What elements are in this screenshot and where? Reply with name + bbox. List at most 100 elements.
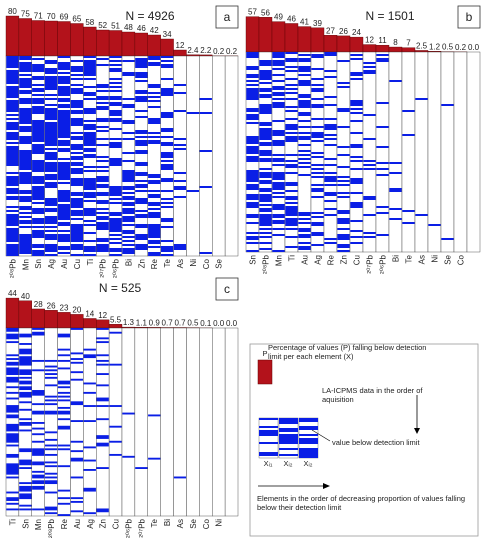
stripe bbox=[311, 88, 324, 92]
stripe bbox=[324, 200, 337, 202]
bar bbox=[44, 20, 58, 57]
legend-stripe bbox=[299, 434, 318, 436]
x-tick-label: As bbox=[176, 259, 185, 268]
stripe bbox=[70, 132, 84, 134]
legend-stripe bbox=[299, 418, 318, 420]
stripe bbox=[44, 208, 58, 212]
stripe bbox=[19, 226, 32, 228]
stripe bbox=[70, 401, 84, 406]
stripe bbox=[285, 246, 298, 248]
stripe bbox=[160, 202, 174, 204]
stripe-column bbox=[186, 327, 200, 517]
stripe bbox=[19, 422, 32, 426]
stripe bbox=[96, 84, 109, 88]
stripe bbox=[32, 84, 45, 86]
order-arrow-head bbox=[414, 428, 420, 434]
stripe bbox=[19, 74, 32, 76]
stripe bbox=[285, 78, 298, 80]
stripe bbox=[272, 196, 285, 198]
stripe bbox=[32, 88, 45, 92]
bar bbox=[349, 36, 364, 53]
stripe bbox=[83, 354, 96, 359]
stripe bbox=[160, 246, 174, 252]
stripe bbox=[285, 98, 298, 100]
legend-stripe bbox=[299, 456, 318, 458]
value-label: 0.5 bbox=[187, 319, 199, 328]
value-label: 26 bbox=[339, 27, 348, 36]
panel-letter: c bbox=[224, 282, 230, 296]
stripe bbox=[160, 128, 174, 132]
stripe bbox=[6, 397, 19, 400]
stripe bbox=[96, 96, 109, 100]
stripe bbox=[19, 220, 32, 224]
x-tick-label: Au bbox=[301, 255, 310, 265]
stripe bbox=[298, 74, 311, 76]
stripe bbox=[350, 72, 363, 76]
stripe bbox=[83, 154, 96, 158]
stripe bbox=[83, 232, 96, 234]
stripe bbox=[96, 508, 109, 513]
stripe bbox=[70, 440, 84, 443]
stripe bbox=[298, 218, 311, 220]
stripe bbox=[135, 96, 148, 102]
stripe-column bbox=[466, 51, 481, 253]
stripe bbox=[83, 192, 96, 198]
stripe bbox=[83, 78, 96, 80]
stripe bbox=[6, 118, 19, 120]
stripe bbox=[44, 216, 58, 224]
legend-stripe bbox=[259, 452, 278, 454]
stripe bbox=[259, 60, 272, 66]
stripe bbox=[32, 76, 45, 80]
value-label: 46 bbox=[137, 24, 146, 33]
stripe bbox=[44, 104, 58, 106]
stripe-column bbox=[186, 55, 200, 257]
legend-stripe bbox=[279, 420, 298, 422]
legend-sort-box: Elements in the order of decreasing prop… bbox=[257, 494, 465, 512]
stripe bbox=[32, 480, 45, 485]
bar bbox=[258, 17, 273, 53]
stripe bbox=[148, 212, 161, 218]
stripe bbox=[324, 176, 337, 182]
stripe bbox=[70, 118, 84, 126]
stripe bbox=[109, 363, 122, 366]
legend-stripe bbox=[299, 442, 318, 444]
stripe-column bbox=[323, 51, 338, 253]
stripe bbox=[57, 502, 71, 505]
stripe bbox=[70, 144, 84, 150]
stripe bbox=[57, 514, 71, 516]
stripe-column bbox=[173, 327, 187, 517]
stripe bbox=[57, 72, 71, 74]
stripe bbox=[148, 457, 161, 460]
stripe bbox=[298, 222, 311, 224]
legend-order-text: LA-ICPMS data in the order of aquisition bbox=[322, 386, 423, 404]
stripe bbox=[109, 102, 122, 106]
bar bbox=[173, 49, 187, 57]
stripe bbox=[135, 210, 148, 212]
stripe bbox=[32, 244, 45, 248]
stripe bbox=[19, 108, 32, 124]
stripe bbox=[298, 100, 311, 108]
value-label: 51 bbox=[111, 22, 120, 31]
stripe bbox=[70, 110, 84, 114]
stripe bbox=[272, 204, 285, 210]
stripe bbox=[32, 440, 45, 443]
stripe bbox=[70, 457, 84, 462]
stripe bbox=[285, 202, 298, 204]
stripe-column bbox=[121, 327, 136, 517]
stripe bbox=[19, 356, 32, 366]
stripe bbox=[337, 250, 350, 252]
stripe bbox=[6, 476, 19, 479]
stripe bbox=[44, 448, 58, 451]
bar bbox=[134, 32, 148, 57]
stripe bbox=[109, 60, 122, 62]
stripe bbox=[96, 200, 109, 204]
stripe bbox=[109, 68, 122, 72]
value-label: 0.0 bbox=[213, 319, 225, 328]
value-label: 46 bbox=[287, 14, 296, 23]
stripe bbox=[350, 58, 363, 60]
stripe bbox=[6, 86, 19, 98]
stripe bbox=[324, 172, 337, 174]
stripe bbox=[6, 132, 19, 140]
stripe bbox=[6, 423, 19, 432]
x-tick-label: Ni bbox=[189, 259, 198, 267]
